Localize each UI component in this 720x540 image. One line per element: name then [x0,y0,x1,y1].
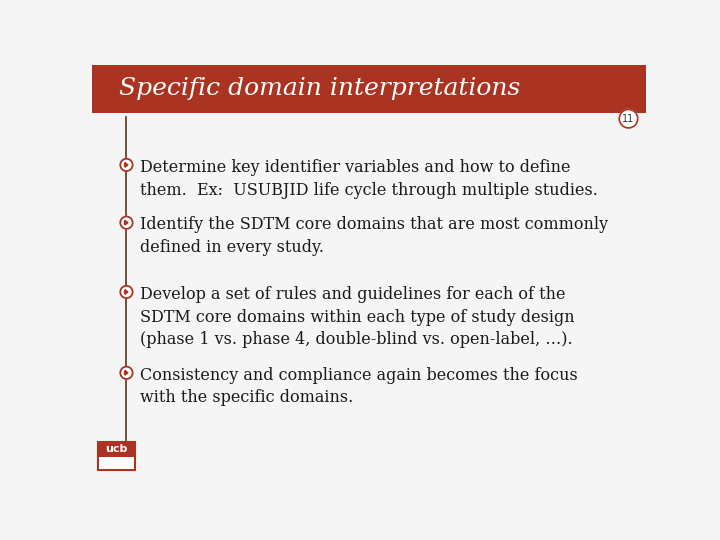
Circle shape [619,110,638,128]
FancyBboxPatch shape [92,65,647,112]
Text: Identify the SDTM core domains that are most commonly
defined in every study.: Identify the SDTM core domains that are … [140,217,608,256]
FancyArrow shape [125,289,128,294]
Circle shape [120,159,132,171]
Circle shape [120,367,132,379]
FancyBboxPatch shape [98,442,135,470]
Circle shape [120,286,132,298]
FancyArrow shape [125,220,128,225]
Text: Determine key identifier variables and how to define
them.  Ex:  USUBJID life cy: Determine key identifier variables and h… [140,159,598,199]
FancyBboxPatch shape [98,442,135,456]
FancyArrow shape [125,370,128,375]
FancyArrow shape [125,163,128,167]
Circle shape [120,217,132,229]
Text: Develop a set of rules and guidelines for each of the
SDTM core domains within e: Develop a set of rules and guidelines fo… [140,286,574,348]
Text: Consistency and compliance again becomes the focus
with the specific domains.: Consistency and compliance again becomes… [140,367,577,407]
Text: ucb: ucb [105,444,127,454]
Text: Specific domain interpretations: Specific domain interpretations [119,77,520,100]
Text: 11: 11 [622,114,634,124]
